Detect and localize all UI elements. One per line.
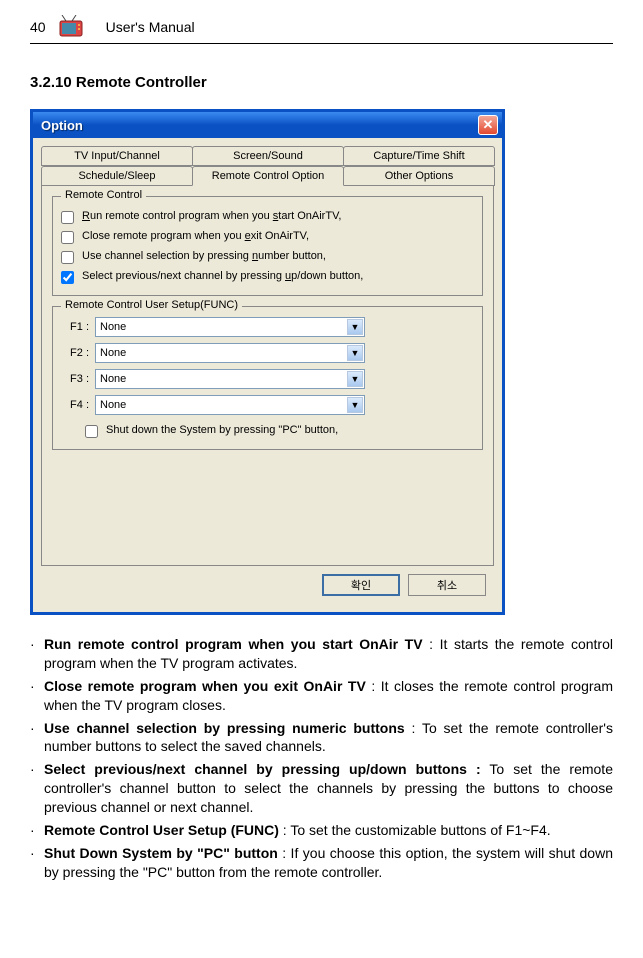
func-row-f1: F1 : None ▼: [61, 317, 474, 337]
func-label: F1 :: [61, 321, 89, 333]
dialog-body: TV Input/Channel Screen/Sound Capture/Ti…: [33, 138, 502, 612]
bullet-mark: ·: [30, 635, 44, 673]
ok-button[interactable]: 확인: [322, 574, 400, 596]
group-title: Remote Control: [61, 189, 146, 201]
check-run-on-start: Run remote control program when you star…: [61, 207, 474, 227]
tabs-row-2: Schedule/Sleep Remote Control Option Oth…: [41, 166, 494, 186]
func-row-f3: F3 : None ▼: [61, 369, 474, 389]
check-label: Run remote control program when you star…: [82, 210, 341, 222]
bullet-list: · Run remote control program when you st…: [30, 635, 613, 882]
bullet-text: Use channel selection by pressing numeri…: [44, 719, 613, 757]
page-header: 40 User's Manual: [30, 15, 613, 44]
cancel-button[interactable]: 취소: [408, 574, 486, 596]
list-item: · Shut Down System by "PC" button : If y…: [30, 844, 613, 882]
check-label: Close remote program when you exit OnAir…: [82, 230, 309, 242]
dropdown-value: None: [100, 347, 126, 359]
tv-icon: [58, 15, 86, 39]
tab-capture[interactable]: Capture/Time Shift: [343, 146, 495, 166]
checkbox-run[interactable]: [61, 211, 74, 224]
group-remote-control: Remote Control Run remote control progra…: [52, 196, 483, 296]
list-item: · Remote Control User Setup (FUNC) : To …: [30, 821, 613, 840]
dropdown-value: None: [100, 321, 126, 333]
dialog-title: Option: [37, 118, 478, 133]
tab-tv-input[interactable]: TV Input/Channel: [41, 146, 193, 166]
checkbox-shutdown[interactable]: [85, 425, 98, 438]
tab-screen-sound[interactable]: Screen/Sound: [192, 146, 344, 166]
tab-panel: Remote Control Run remote control progra…: [41, 186, 494, 566]
chevron-down-icon: ▼: [347, 345, 363, 361]
chevron-down-icon: ▼: [347, 319, 363, 335]
bullet-mark: ·: [30, 821, 44, 840]
func-label: F3 :: [61, 373, 89, 385]
tabs-row-1: TV Input/Channel Screen/Sound Capture/Ti…: [41, 146, 494, 166]
tab-other[interactable]: Other Options: [343, 166, 495, 186]
bullet-mark: ·: [30, 677, 44, 715]
check-label: Shut down the System by pressing "PC" bu…: [106, 424, 338, 436]
dropdown-f4[interactable]: None ▼: [95, 395, 365, 415]
list-item: · Close remote program when you exit OnA…: [30, 677, 613, 715]
list-item: · Run remote control program when you st…: [30, 635, 613, 673]
bullet-text: Select previous/next channel by pressing…: [44, 760, 613, 817]
check-label: Select previous/next channel by pressing…: [82, 270, 363, 282]
chevron-down-icon: ▼: [347, 371, 363, 387]
dropdown-value: None: [100, 373, 126, 385]
bullet-mark: ·: [30, 719, 44, 757]
dialog-buttons: 확인 취소: [41, 566, 494, 604]
titlebar: Option ✕: [33, 112, 502, 138]
check-shutdown: Shut down the System by pressing "PC" bu…: [61, 421, 474, 441]
func-label: F2 :: [61, 347, 89, 359]
chevron-down-icon: ▼: [347, 397, 363, 413]
manual-title: User's Manual: [106, 19, 195, 35]
bullet-mark: ·: [30, 760, 44, 817]
checkbox-number[interactable]: [61, 251, 74, 264]
page-number: 40: [30, 19, 46, 35]
bullet-text: Remote Control User Setup (FUNC) : To se…: [44, 821, 613, 840]
tab-remote-control[interactable]: Remote Control Option: [192, 166, 344, 186]
check-updown: Select previous/next channel by pressing…: [61, 267, 474, 287]
tab-schedule[interactable]: Schedule/Sleep: [41, 166, 193, 186]
section-title: 3.2.10 Remote Controller: [30, 74, 613, 91]
bullet-text: Close remote program when you exit OnAir…: [44, 677, 613, 715]
list-item: · Use channel selection by pressing nume…: [30, 719, 613, 757]
bullet-mark: ·: [30, 844, 44, 882]
dropdown-f3[interactable]: None ▼: [95, 369, 365, 389]
option-dialog: Option ✕ TV Input/Channel Screen/Sound C…: [30, 109, 505, 615]
bullet-text: Shut Down System by "PC" button : If you…: [44, 844, 613, 882]
check-label: Use channel selection by pressing number…: [82, 250, 326, 262]
bullet-text: Run remote control program when you star…: [44, 635, 613, 673]
list-item: · Select previous/next channel by pressi…: [30, 760, 613, 817]
checkbox-updown[interactable]: [61, 271, 74, 284]
checkbox-close[interactable]: [61, 231, 74, 244]
group-func: Remote Control User Setup(FUNC) F1 : Non…: [52, 306, 483, 450]
func-row-f4: F4 : None ▼: [61, 395, 474, 415]
close-button[interactable]: ✕: [478, 115, 498, 135]
dropdown-f2[interactable]: None ▼: [95, 343, 365, 363]
group-title: Remote Control User Setup(FUNC): [61, 299, 242, 311]
dropdown-value: None: [100, 399, 126, 411]
check-number-button: Use channel selection by pressing number…: [61, 247, 474, 267]
dropdown-f1[interactable]: None ▼: [95, 317, 365, 337]
check-close-on-exit: Close remote program when you exit OnAir…: [61, 227, 474, 247]
func-row-f2: F2 : None ▼: [61, 343, 474, 363]
func-label: F4 :: [61, 399, 89, 411]
